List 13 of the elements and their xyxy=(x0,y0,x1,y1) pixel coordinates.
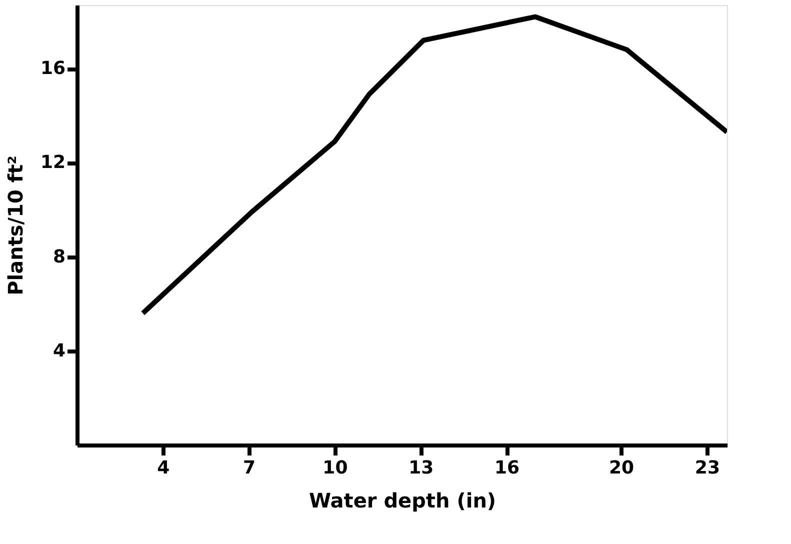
y-tick-label: 12 xyxy=(40,152,66,174)
x-tick-label: 7 xyxy=(243,458,256,478)
x-tick-label: 4 xyxy=(157,458,170,478)
y-tick-label: 4 xyxy=(52,340,66,362)
x-tick-label: 23 xyxy=(694,458,720,478)
x-tick-label: 20 xyxy=(609,458,634,478)
y-tick-label: 8 xyxy=(52,246,66,268)
x-tick-label: 10 xyxy=(322,458,348,478)
y-axis-title: Plants/10 ft² xyxy=(3,156,28,296)
x-tick-label: 13 xyxy=(408,458,434,478)
x-axis-title: Water depth (in) xyxy=(308,488,496,512)
x-tick-label: 16 xyxy=(494,458,520,478)
y-tick-label: 16 xyxy=(40,58,66,80)
